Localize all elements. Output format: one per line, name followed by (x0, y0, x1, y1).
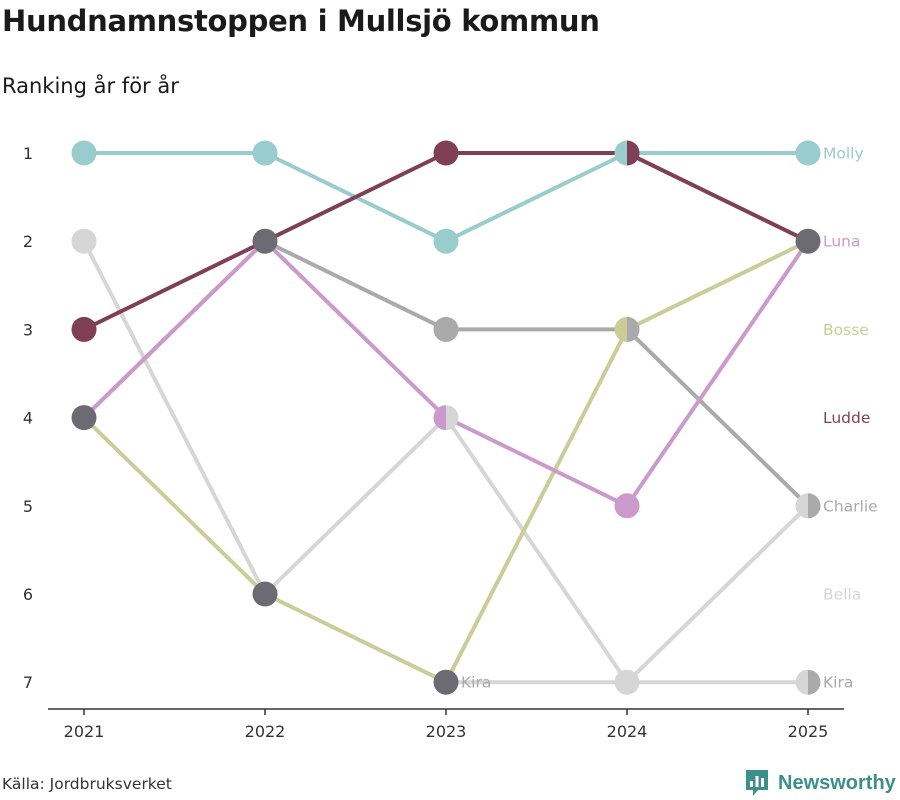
marker-2024-rank-1 (614, 140, 640, 166)
marker-2024-rank-3 (614, 316, 640, 342)
marker-2023-rank-1 (433, 140, 459, 166)
x-tick-label: 2023 (426, 722, 467, 741)
marker-2024-rank-5 (614, 493, 640, 519)
marker-2025-rank-5-right-half (808, 493, 821, 519)
rank-markers (71, 140, 821, 695)
annotation-kira: Kira (461, 674, 491, 692)
y-tick-label: 3 (23, 320, 33, 339)
marker-2023-rank-4 (433, 405, 459, 431)
chart-labels: 1 2 3 4 5 6 7 Molly Luna Bosse Ludde Charlie Bella Ki… (23, 144, 878, 692)
x-tick-label: 2024 (607, 722, 648, 741)
bump-chart: 1 2 3 4 5 6 7 Molly Luna Bosse Ludde Charlie Bella Ki… (23, 140, 878, 741)
end-label-kira: Kira (823, 674, 853, 692)
marker-2023-rank-4-left-half (433, 405, 446, 431)
marker-2024-rank-1-right-half (627, 140, 640, 166)
series-line-luna (82, 239, 810, 508)
marker-2023-rank-2 (433, 228, 459, 254)
brand-logo: Newsworthy (744, 767, 896, 799)
y-tick-label: 4 (23, 409, 33, 428)
y-tick-label: 6 (23, 585, 33, 604)
end-label-molly: Molly (823, 145, 864, 163)
newsworthy-logo-icon (746, 770, 768, 796)
end-label-luna: Luna (823, 233, 861, 251)
x-axis: 2021 2022 2023 2024 2025 (48, 708, 844, 741)
end-label-bosse: Bosse (823, 321, 869, 339)
marker-2021-rank-1 (71, 140, 97, 166)
marker-2024-rank-3-left-half (614, 316, 627, 342)
series-line-bosse (82, 239, 810, 685)
marker-2021-rank-2 (71, 228, 97, 254)
x-tick-label: 2021 (64, 722, 105, 741)
marker-2025-rank-7-left-half (795, 669, 808, 695)
marker-2023-rank-4-right-half (446, 405, 459, 431)
marker-2023-rank-3 (433, 316, 459, 342)
chart-subtitle: Ranking år för år (2, 74, 179, 98)
end-label-ludde: Ludde (823, 409, 870, 427)
marker-2021-rank-4 (71, 405, 97, 431)
marker-2024-rank-1-left-half (614, 140, 627, 166)
y-tick-label: 2 (23, 232, 33, 251)
end-label-charlie: Charlie (823, 497, 878, 515)
marker-2022-rank-6 (252, 581, 278, 607)
source-note: Källa: Jordbruksverket (2, 775, 172, 793)
y-tick-label: 7 (23, 673, 33, 692)
marker-2022-rank-1 (252, 140, 278, 166)
marker-2025-rank-7-right-half (808, 669, 821, 695)
end-label-bella: Bella (823, 586, 861, 604)
chart-title: Hundnamnstoppen i Mullsjö kommun (2, 4, 600, 38)
y-tick-label: 5 (23, 497, 33, 516)
marker-2022-rank-2 (252, 228, 278, 254)
marker-2025-rank-5-left-half (795, 493, 808, 519)
x-tick-label: 2025 (788, 722, 829, 741)
y-tick-label: 1 (23, 144, 33, 163)
brand-name: Newsworthy (778, 771, 896, 794)
marker-2024-rank-3-right-half (627, 316, 640, 342)
marker-2021-rank-3 (71, 316, 97, 342)
marker-2025-rank-7 (795, 669, 821, 695)
marker-2025-rank-5 (795, 493, 821, 519)
marker-2023-rank-7 (433, 669, 459, 695)
series-line-charlie (82, 239, 810, 508)
marker-2025-rank-2 (795, 228, 821, 254)
marker-2024-rank-7 (614, 669, 640, 695)
marker-2025-rank-1 (795, 140, 821, 166)
series-line-bella (82, 239, 810, 685)
series-line-molly (82, 151, 810, 244)
x-tick-label: 2022 (245, 722, 286, 741)
